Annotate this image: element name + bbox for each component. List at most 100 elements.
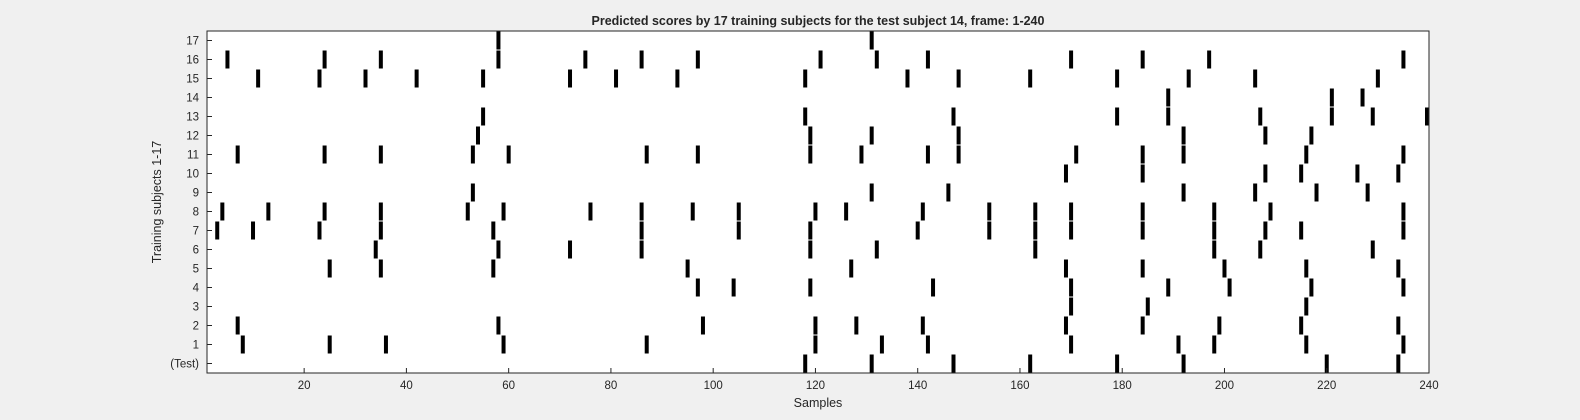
- raster-mark: [491, 221, 496, 240]
- raster-mark: [481, 107, 486, 126]
- raster-mark: [256, 69, 261, 88]
- raster-mark: [1028, 69, 1033, 88]
- x-tick-label: 180: [1113, 380, 1132, 392]
- raster-mark: [1217, 316, 1222, 335]
- raster-mark: [1396, 164, 1401, 183]
- raster-mark: [475, 126, 480, 145]
- y-tick-label: 13: [186, 112, 199, 124]
- raster-mark: [874, 240, 879, 259]
- raster-mark: [501, 202, 506, 221]
- raster-mark: [1396, 354, 1401, 373]
- raster-mark: [322, 50, 327, 69]
- raster-mark: [378, 145, 383, 164]
- raster-mark: [1186, 69, 1191, 88]
- raster-mark: [1063, 316, 1068, 335]
- raster-mark: [690, 202, 695, 221]
- raster-mark: [496, 31, 501, 50]
- raster-mark: [685, 259, 690, 278]
- raster-mark: [378, 221, 383, 240]
- raster-mark: [235, 145, 240, 164]
- raster-mark: [1263, 164, 1268, 183]
- raster-mark: [1304, 335, 1309, 354]
- raster-mark: [1401, 335, 1406, 354]
- raster-mark: [378, 259, 383, 278]
- raster-mark: [813, 316, 818, 335]
- raster-mark: [874, 50, 879, 69]
- raster-mark: [1299, 221, 1304, 240]
- x-tick-label: 40: [400, 380, 413, 392]
- raster-mark: [700, 316, 705, 335]
- raster-mark: [1309, 126, 1314, 145]
- y-tick-label: 11: [187, 150, 199, 162]
- x-tick-label: 20: [298, 380, 311, 392]
- raster-mark: [240, 335, 245, 354]
- raster-mark: [905, 69, 910, 88]
- raster-mark: [1176, 335, 1181, 354]
- raster-mark: [1263, 126, 1268, 145]
- raster-mark: [317, 221, 322, 240]
- y-tick-label: 9: [193, 188, 199, 200]
- raster-mark: [1166, 107, 1171, 126]
- raster-mark: [925, 50, 930, 69]
- raster-mark: [327, 335, 332, 354]
- raster-mark: [879, 335, 884, 354]
- raster-mark: [1329, 107, 1334, 126]
- raster-marks: [215, 31, 1429, 373]
- raster-mark: [736, 202, 741, 221]
- raster-mark: [854, 316, 859, 335]
- raster-mark: [1365, 183, 1370, 202]
- raster-mark: [956, 69, 961, 88]
- y-tick-label: 5: [193, 264, 199, 276]
- raster-mark: [869, 31, 874, 50]
- raster-mark: [987, 221, 992, 240]
- raster-mark: [496, 50, 501, 69]
- raster-mark: [1396, 316, 1401, 335]
- raster-mark: [1396, 259, 1401, 278]
- raster-mark: [1140, 221, 1145, 240]
- raster-mark: [1069, 50, 1074, 69]
- raster-mark: [583, 50, 588, 69]
- y-tick-label: 6: [193, 245, 199, 257]
- raster-mark: [1212, 202, 1217, 221]
- raster-mark: [1375, 69, 1380, 88]
- raster-mark: [731, 278, 736, 297]
- raster-mark: [266, 202, 271, 221]
- raster-mark: [1253, 69, 1258, 88]
- x-tick-label: 60: [502, 380, 515, 392]
- raster-mark: [1304, 259, 1309, 278]
- raster-mark: [1069, 335, 1074, 354]
- raster-mark: [1115, 69, 1120, 88]
- raster-mark: [225, 50, 230, 69]
- raster-mark: [1140, 50, 1145, 69]
- raster-mark: [813, 335, 818, 354]
- raster-mark: [1258, 107, 1263, 126]
- raster-mark: [1140, 316, 1145, 335]
- raster-mark: [695, 50, 700, 69]
- raster-mark: [1304, 145, 1309, 164]
- raster-mark: [869, 183, 874, 202]
- raster-mark: [695, 278, 700, 297]
- x-tick-label: 160: [1010, 380, 1029, 392]
- y-axis-label: Training subjects 1-17: [150, 141, 164, 264]
- raster-mark: [1028, 354, 1033, 373]
- raster-mark: [1370, 240, 1375, 259]
- raster-mark: [956, 126, 961, 145]
- raster-mark: [235, 316, 240, 335]
- x-tick-label: 120: [806, 380, 825, 392]
- plot-background: [207, 31, 1429, 373]
- raster-mark: [251, 221, 256, 240]
- raster-mark: [869, 126, 874, 145]
- raster-mark: [1166, 278, 1171, 297]
- y-tick-label: 14: [186, 93, 199, 105]
- y-tick-label: 1: [193, 340, 199, 352]
- raster-mark: [322, 202, 327, 221]
- raster-mark: [470, 183, 475, 202]
- raster-mark: [317, 69, 322, 88]
- raster-mark: [568, 69, 573, 88]
- x-tick-label: 80: [605, 380, 618, 392]
- raster-mark: [1360, 88, 1365, 107]
- raster-mark: [639, 221, 644, 240]
- raster-mark: [915, 221, 920, 240]
- raster-mark: [869, 354, 874, 373]
- raster-mark: [920, 316, 925, 335]
